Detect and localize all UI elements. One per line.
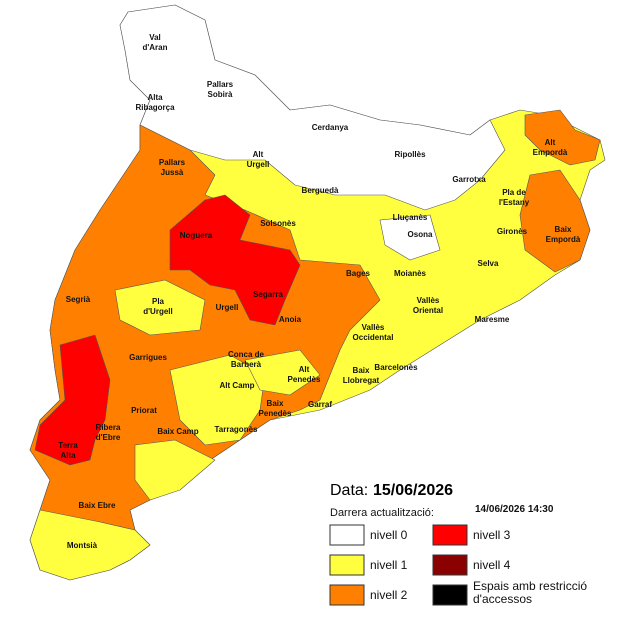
region-label: l'Estany (499, 198, 530, 207)
legend-swatch (432, 584, 468, 606)
region-label: Pallars (159, 158, 186, 167)
region-label: Alt (299, 365, 310, 374)
region-label: Vallès (362, 323, 385, 332)
region-red-1 (169, 194, 301, 326)
region-label: Alt Camp (219, 381, 254, 390)
region-label: Berguedà (302, 186, 339, 195)
region-label: Sobirà (208, 90, 233, 99)
region-red-2 (34, 334, 111, 466)
region-label: Alt (253, 150, 264, 159)
legend-swatch (329, 584, 365, 606)
region-label: d'Aran (142, 43, 167, 52)
region-label: Val (149, 33, 161, 42)
region-label: Ribera (96, 423, 121, 432)
region-label: Garraf (308, 400, 332, 409)
region-label: Baix (353, 366, 370, 375)
update: 14/06/2026 14:30 (475, 504, 554, 515)
region-label: Alta (60, 451, 76, 460)
region-label: Noguera (180, 231, 213, 240)
region-label: Bages (346, 269, 371, 278)
region-label: Alt (545, 138, 556, 147)
region-label: Baix Ebre (79, 501, 116, 510)
legend-swatch (329, 554, 365, 576)
region-label: Pla de (502, 188, 526, 197)
region-yellow-5 (29, 509, 151, 581)
legend-label: nivell 3 (473, 528, 511, 542)
legend-swatch (432, 524, 468, 546)
legend-label: nivell 4 (473, 558, 511, 572)
region-label: Baix (267, 399, 284, 408)
update-label: Darrera actualització: (330, 507, 434, 519)
region-label: Llobregat (343, 376, 380, 385)
region-label: Osona (408, 230, 433, 239)
region-label: Tarragonès (215, 425, 259, 434)
region-label: Empordà (546, 235, 581, 244)
region-label: Segrià (66, 295, 91, 304)
region-yellow-1 (114, 279, 206, 336)
region-orange-3 (519, 169, 591, 273)
region-label: Moianès (394, 269, 427, 278)
legend-label: nivell 1 (370, 558, 408, 572)
region-label: Baix Camp (157, 427, 198, 436)
region-label: Occidental (353, 333, 394, 342)
region-label: Barcelonès (374, 363, 418, 372)
region-label: Alta (147, 93, 163, 102)
region-label: Oriental (413, 306, 443, 315)
region-label: Garrigues (129, 353, 167, 362)
region-label: Garrotxa (452, 175, 486, 184)
region-label: Solsonès (260, 219, 296, 228)
region-label: Montsià (67, 541, 98, 550)
region-label: Terra (58, 441, 78, 450)
legend-swatch (432, 554, 468, 576)
legend: Data: 15/06/2026 Darrera actualització: … (329, 482, 587, 606)
region-white-2 (379, 214, 441, 261)
region-label: Cerdanya (312, 123, 349, 132)
region-label: d'Urgell (143, 307, 172, 316)
date-label: Data: (330, 482, 368, 499)
region-label: Baix (555, 225, 572, 234)
region-label: Penedès (259, 409, 292, 418)
legend-label: Espais amb restricció (473, 579, 587, 593)
legend-swatch (329, 524, 365, 546)
region-label: Ribagorça (135, 103, 175, 112)
region-label: Conca de (228, 350, 265, 359)
region-label: Jussà (161, 168, 184, 177)
region-label: Lluçanès (393, 213, 428, 222)
region-label: Pla (152, 297, 165, 306)
region-label: Urgell (247, 160, 270, 169)
region-label: Ripollès (394, 150, 426, 159)
region-label: Penedès (288, 375, 321, 384)
region-label: Vallès (417, 296, 440, 305)
region-label: d'Ebre (96, 433, 121, 442)
date: 15/06/2026 (373, 482, 453, 499)
region-label: Priorat (131, 406, 157, 415)
region-yellow-3 (134, 439, 216, 501)
map-regions (29, 4, 606, 581)
region-label: Empordà (533, 148, 568, 157)
map-labels: Vald'AranPallarsSobiràAltaRibagorçaCerda… (58, 33, 581, 550)
region-label: Anoia (279, 315, 302, 324)
region-label: Urgell (216, 303, 239, 312)
legend-label: d'accessos (473, 592, 532, 606)
legend-label: nivell 0 (370, 528, 408, 542)
region-orange-2 (524, 109, 601, 166)
region-label: Segarra (253, 290, 283, 299)
region-label: Gironès (497, 227, 528, 236)
region-yellow-4 (244, 349, 321, 396)
region-label: Selva (478, 259, 499, 268)
region-label: Pallars (207, 80, 234, 89)
region-yellow-2 (169, 354, 266, 446)
legend-label: nivell 2 (370, 588, 408, 602)
region-label: Barberà (231, 360, 262, 369)
region-label: Maresme (475, 315, 510, 324)
